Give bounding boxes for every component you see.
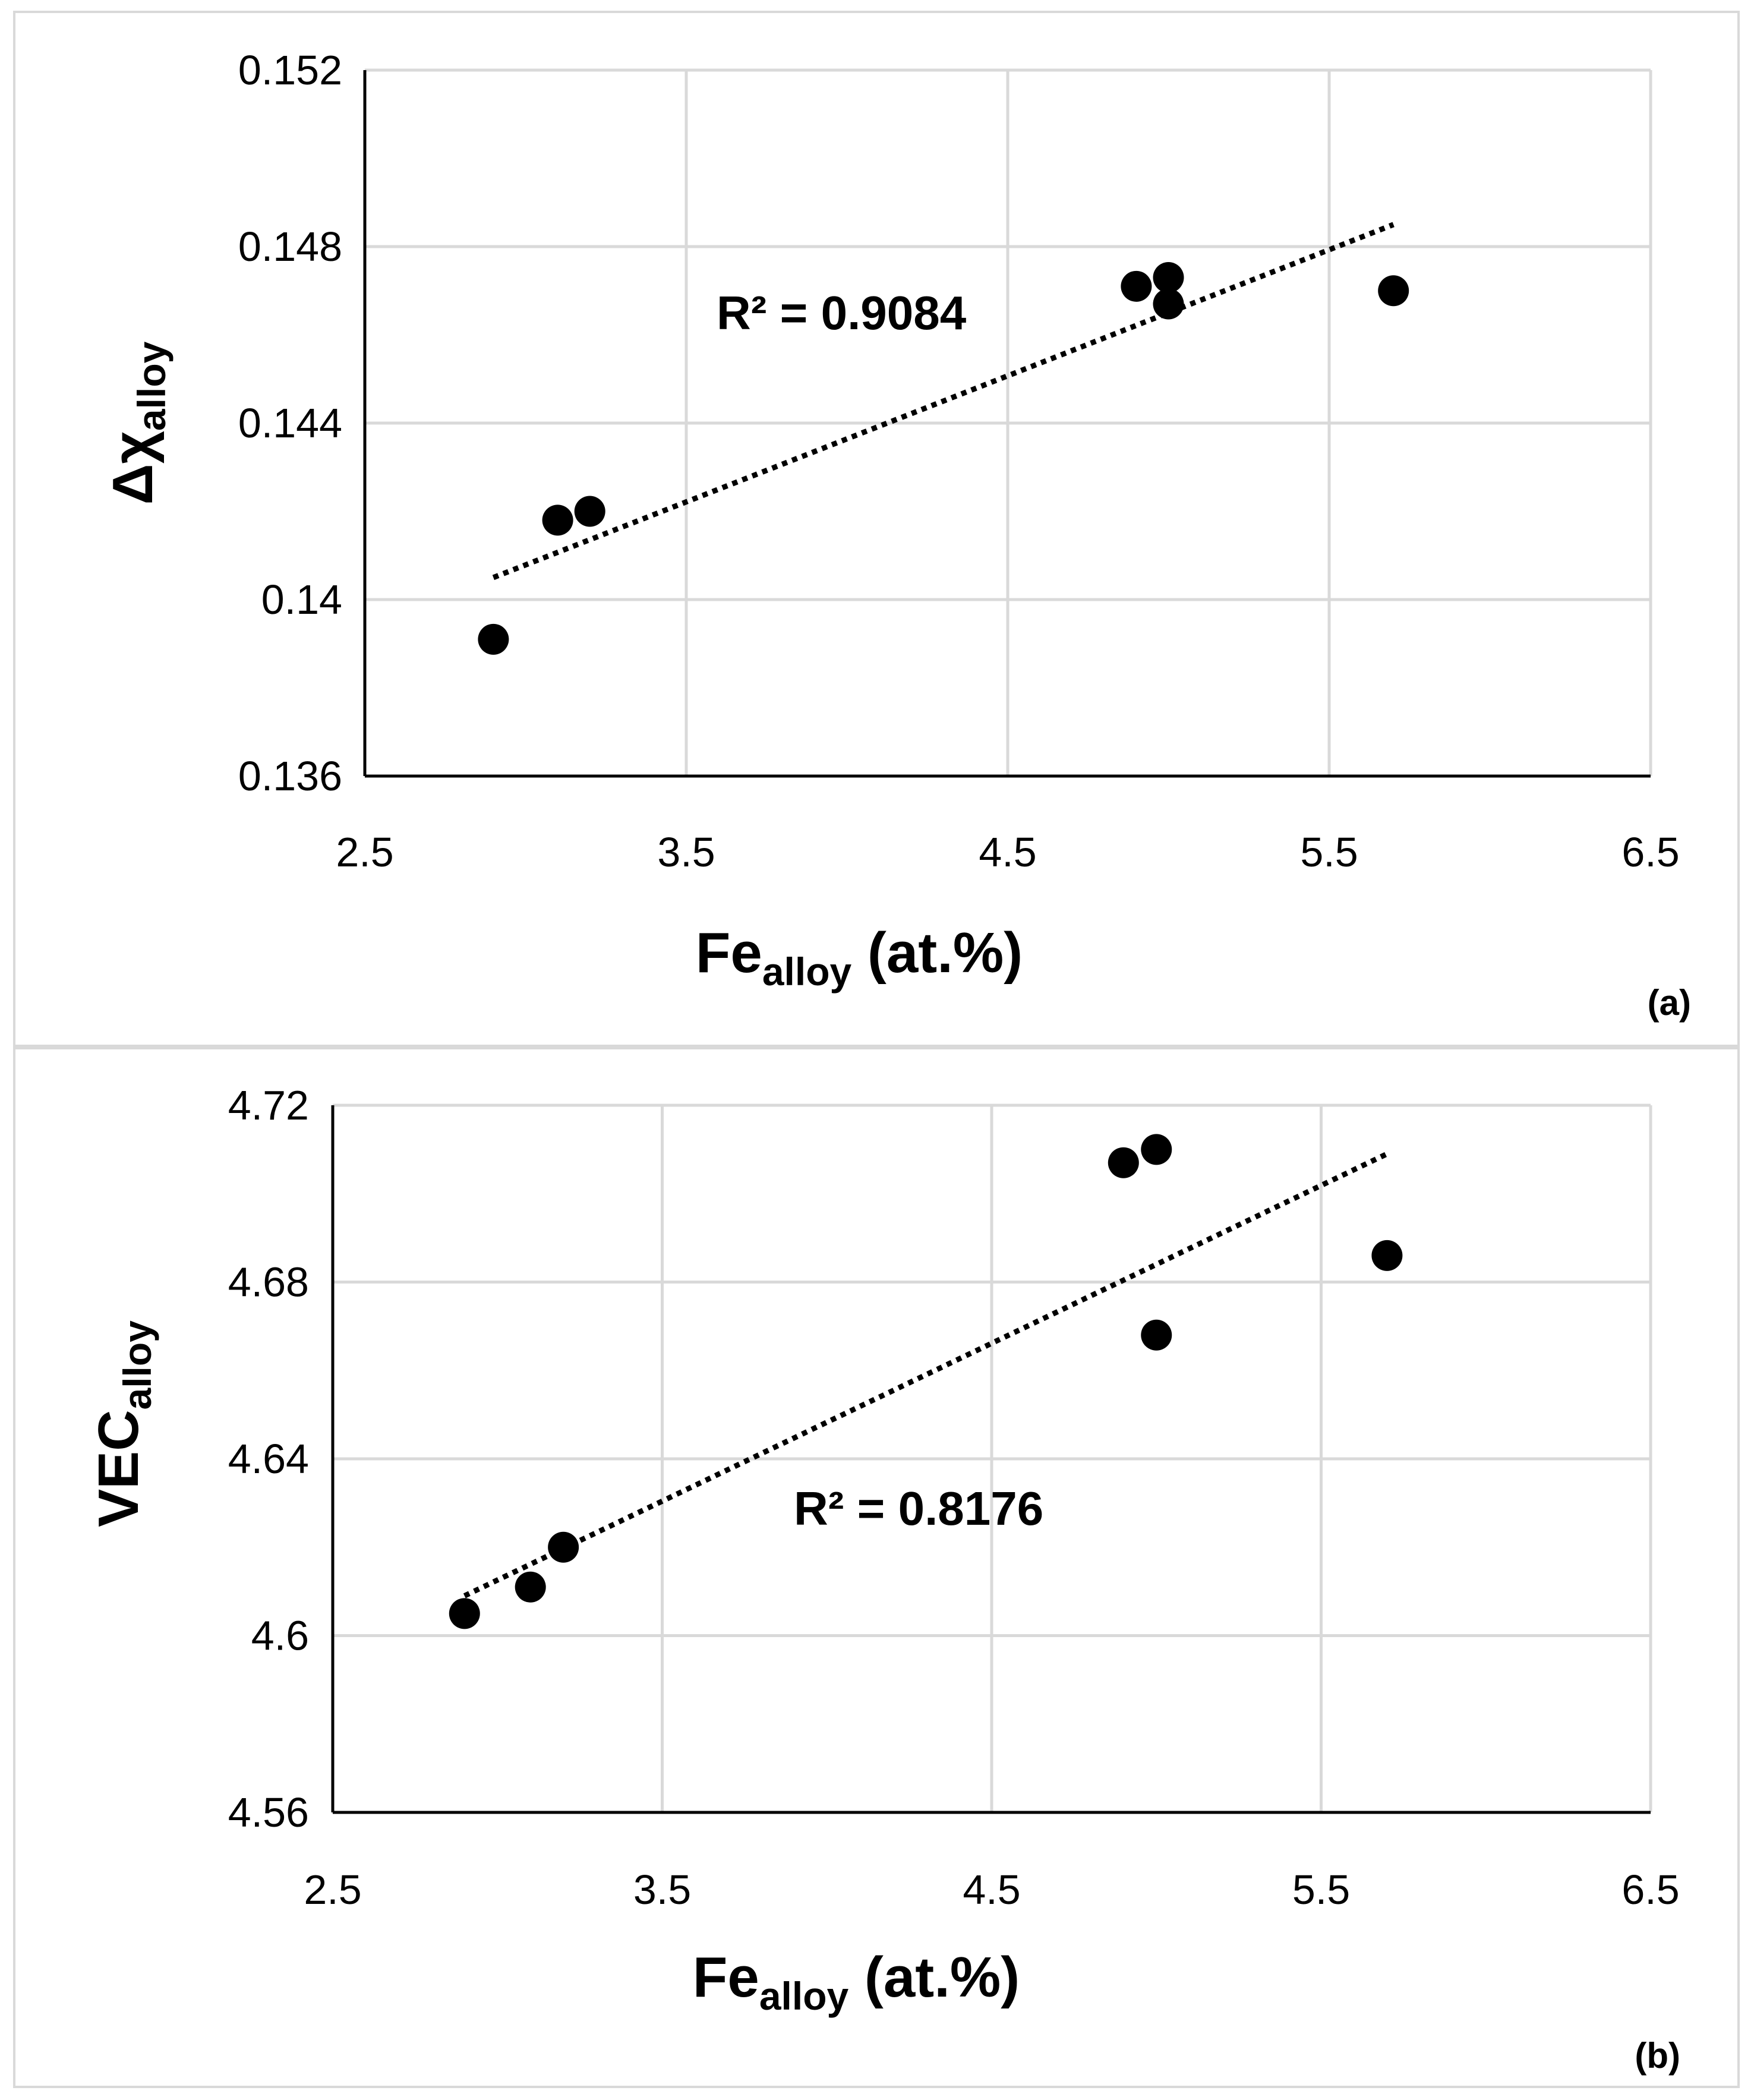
chart-a-y-tick-label: 0.14 (261, 576, 342, 623)
chart-b-y-tick-label: 4.68 (228, 1259, 309, 1306)
chart-a-svg: 2.5 3.5 4.5 5.5 6.5 0.136 0.14 0.144 0.148 0.152 F… (101, 47, 1691, 1023)
chart-b-data-point (449, 1598, 480, 1629)
chart-a-y-axis-title: Δχalloy (101, 341, 173, 504)
chart-b-x-tick-label: 5.5 (1292, 1866, 1350, 1913)
chart-a-y-tick-label: 0.152 (238, 47, 342, 93)
chart-b-x-axis-title: Fealloy (at.%) (693, 1946, 1020, 2018)
chart-a-y-tick-label: 0.136 (238, 753, 342, 799)
chart-b-y-tick-label: 4.64 (228, 1436, 309, 1482)
chart-a-y-tick-label: 0.144 (238, 400, 342, 446)
chart-a-trendline (492, 222, 1395, 581)
chart-a-r-squared-label: R² = 0.9084 (717, 286, 967, 339)
chart-panel-b: 2.5 3.5 4.5 5.5 6.5 4.56 4.6 4.64 4.68 4.72 Feallo… (13, 1047, 1740, 2088)
chart-b-y-tick-label: 4.56 (228, 1789, 309, 1836)
chart-b-x-tick-label: 6.5 (1621, 1866, 1679, 1913)
chart-a-x-tick-label: 2.5 (336, 829, 393, 875)
chart-b-x-tick-label: 3.5 (633, 1866, 691, 1913)
chart-b-panel-label: (b) (1635, 2036, 1680, 2076)
chart-b-x-tick-label: 2.5 (304, 1866, 361, 1913)
chart-a-x-tick-label: 4.5 (979, 829, 1036, 875)
chart-b-data-point (515, 1571, 546, 1603)
chart-a-x-tick-label: 6.5 (1621, 829, 1679, 875)
chart-b-data-point (1108, 1147, 1139, 1178)
chart-a-x-axis-title: Fealloy (at.%) (696, 921, 1023, 994)
chart-a-data-point (478, 623, 509, 655)
chart-b-r-squared-label: R² = 0.8176 (794, 1482, 1043, 1535)
chart-a-data-point (1153, 288, 1184, 320)
chart-a-data-point (1121, 270, 1152, 302)
chart-b-svg: 2.5 3.5 4.5 5.5 6.5 4.56 4.6 4.64 4.68 4.72 Feallo… (87, 1082, 1680, 2076)
chart-b-y-axis-title: VECalloy (87, 1320, 159, 1527)
chart-b-data-point (1371, 1240, 1403, 1271)
chart-a-panel-label: (a) (1648, 983, 1691, 1023)
chart-a-x-tick-label: 5.5 (1300, 829, 1358, 875)
chart-b-data-point (1141, 1319, 1172, 1351)
chart-a-y-tick-label: 0.148 (238, 223, 342, 270)
chart-b-y-tick-label: 4.6 (251, 1613, 309, 1659)
chart-a-data-point (542, 504, 573, 536)
chart-b-data-point (1141, 1134, 1172, 1165)
chart-a-data-point (574, 496, 605, 527)
chart-b-y-tick-label: 4.72 (228, 1082, 309, 1128)
chart-a-data-point (1153, 261, 1184, 293)
chart-b-data-point (548, 1531, 579, 1563)
chart-a-data-point (1378, 275, 1409, 307)
chart-b-x-tick-label: 4.5 (963, 1866, 1020, 1913)
chart-a-x-tick-label: 3.5 (657, 829, 715, 875)
chart-panel-a: 2.5 3.5 4.5 5.5 6.5 0.136 0.14 0.144 0.148 0.152 F… (13, 11, 1740, 1047)
